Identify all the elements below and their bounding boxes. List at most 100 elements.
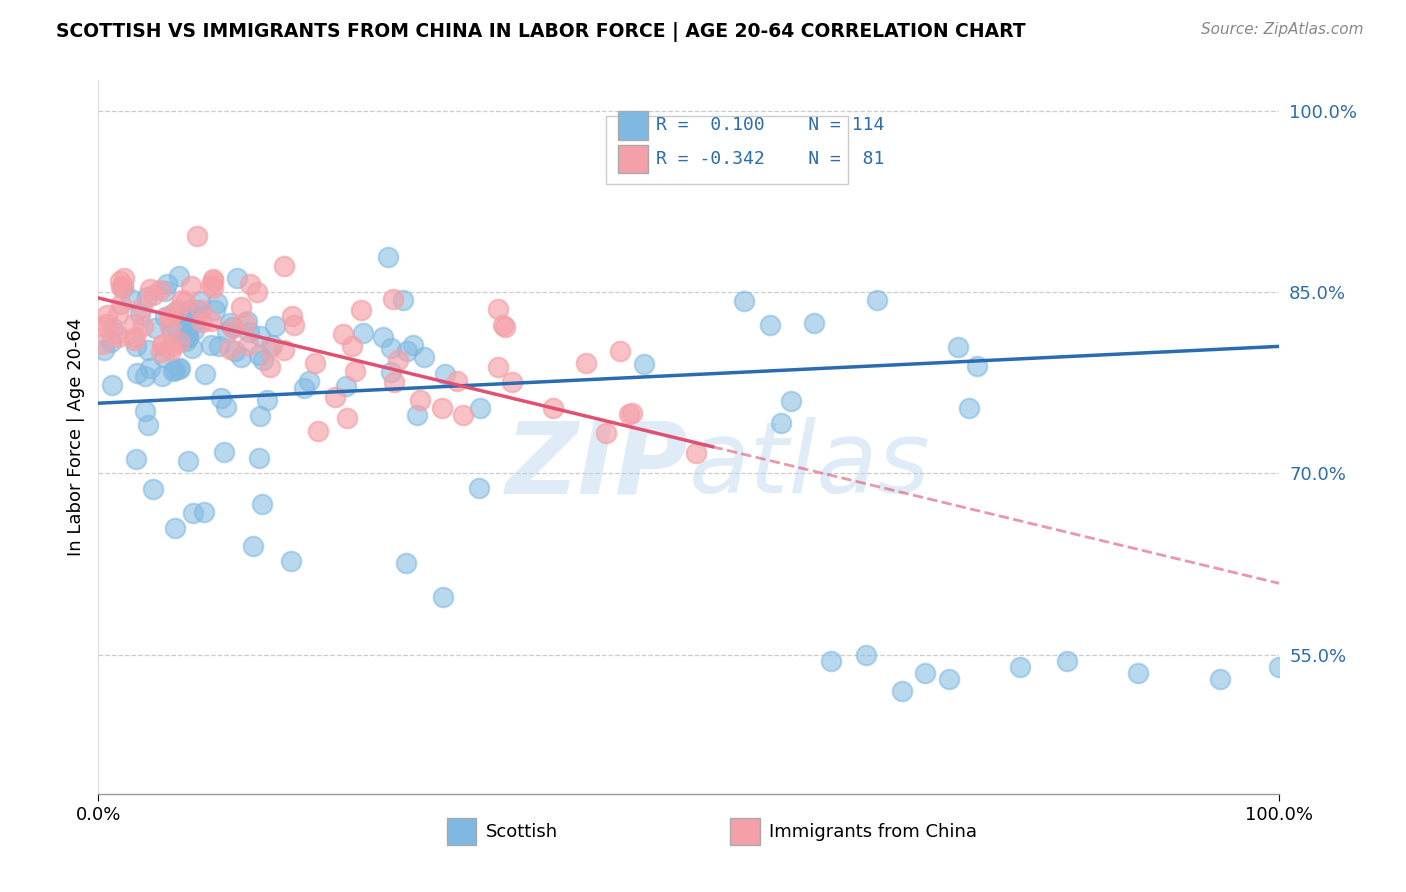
Point [250, 497, 273, 511]
Point [229, 351, 252, 365]
Point [131, 300, 153, 314]
Point [122, 318, 145, 332]
Point [1008, 660, 1031, 674]
Point [486, 301, 509, 316]
Point [136, 418, 159, 433]
Point [938, 672, 960, 686]
Text: R = -0.342    N =  81: R = -0.342 N = 81 [655, 150, 884, 168]
Point [153, 284, 176, 298]
Point [201, 271, 224, 285]
Point [332, 326, 354, 341]
Point [91, 336, 114, 351]
Point [204, 303, 226, 318]
Point [170, 309, 193, 323]
Point [273, 343, 295, 357]
Point [180, 341, 202, 355]
Point [1209, 672, 1232, 686]
Point [685, 446, 707, 460]
Point [1056, 654, 1078, 668]
Point [136, 343, 159, 357]
Point [224, 343, 246, 358]
Point [101, 320, 124, 334]
Point [176, 330, 198, 344]
Point [176, 454, 198, 468]
Point [190, 293, 212, 308]
Point [219, 342, 242, 356]
Point [492, 318, 515, 332]
Point [139, 361, 162, 376]
Point [966, 359, 988, 374]
Point [150, 369, 173, 384]
Point [135, 290, 157, 304]
Point [193, 504, 215, 518]
Point [177, 302, 200, 317]
FancyBboxPatch shape [619, 111, 648, 139]
Point [173, 331, 195, 345]
Point [101, 377, 124, 392]
Point [149, 283, 172, 297]
Point [486, 359, 509, 374]
Point [96, 318, 118, 332]
Point [575, 356, 598, 370]
Point [432, 590, 454, 604]
Point [166, 322, 188, 336]
Point [209, 392, 232, 406]
Point [174, 295, 197, 310]
Point [803, 316, 825, 330]
Point [914, 665, 936, 680]
Point [957, 401, 980, 415]
Point [336, 410, 359, 425]
Point [107, 330, 129, 344]
Point [139, 283, 162, 297]
Point [380, 341, 402, 355]
Point [352, 326, 374, 340]
Point [134, 368, 156, 383]
Point [229, 300, 252, 314]
Point [190, 315, 212, 329]
Point [494, 319, 516, 334]
Point [153, 350, 176, 364]
Point [212, 445, 235, 459]
Point [159, 309, 181, 323]
Point [380, 365, 402, 379]
Point [166, 302, 188, 317]
Text: Scottish: Scottish [486, 822, 558, 840]
Point [110, 279, 132, 293]
Point [129, 307, 152, 321]
Point [222, 321, 245, 335]
Point [159, 320, 181, 334]
Point [617, 407, 640, 421]
Point [281, 309, 304, 323]
Point [430, 401, 453, 415]
Point [215, 400, 238, 414]
Point [132, 319, 155, 334]
Point [395, 556, 418, 570]
Point [758, 318, 780, 332]
Point [260, 337, 283, 351]
Text: Immigrants from China: Immigrants from China [769, 822, 977, 840]
Point [163, 363, 186, 377]
Point [280, 554, 302, 568]
FancyBboxPatch shape [619, 145, 648, 173]
Point [406, 409, 429, 423]
Point [172, 293, 194, 307]
Point [142, 483, 165, 497]
Y-axis label: In Labor Force | Age 20-64: In Labor Force | Age 20-64 [66, 318, 84, 557]
Point [108, 274, 131, 288]
Point [181, 506, 204, 520]
Point [621, 406, 644, 420]
Point [236, 338, 259, 352]
Point [283, 318, 305, 332]
Point [124, 330, 146, 344]
Point [470, 401, 492, 415]
Point [180, 279, 202, 293]
Text: SCOTTISH VS IMMIGRANTS FROM CHINA IN LABOR FORCE | AGE 20-64 CORRELATION CHART: SCOTTISH VS IMMIGRANTS FROM CHINA IN LAB… [56, 22, 1026, 42]
Point [236, 313, 259, 327]
Point [344, 364, 367, 378]
Point [162, 326, 184, 340]
Point [200, 314, 222, 328]
Point [96, 308, 118, 322]
Text: R =  0.100    N = 114: R = 0.100 N = 114 [655, 116, 884, 134]
Point [1268, 660, 1291, 674]
Point [167, 334, 190, 349]
